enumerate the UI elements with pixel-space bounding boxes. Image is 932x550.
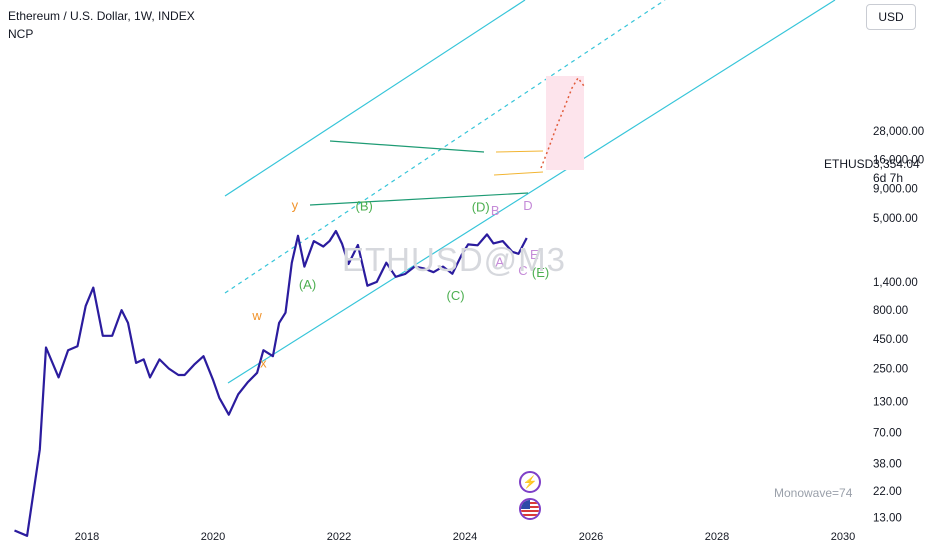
x-tick-label: 2028: [705, 531, 729, 543]
price-series-line: [14, 229, 528, 537]
wave-label-primary: (A): [299, 277, 316, 292]
wave-label-primary: (C): [447, 288, 465, 303]
channel-mid-line: [224, 0, 666, 294]
y-tick-label: 5,000.00: [873, 213, 918, 225]
target-zone: [540, 76, 585, 170]
triangle-upper-line: [329, 140, 485, 153]
wave-label-primary: (B): [356, 198, 373, 213]
symbol-label: ETHUSD: [824, 157, 874, 171]
time-axis: 2018 2020 2022 2024 2026 2028 2030: [75, 531, 855, 543]
wave-label-wxy: y: [292, 198, 299, 213]
wave-label-wxy: x: [260, 356, 267, 371]
y-tick-label: 130.00: [873, 396, 908, 408]
wave-label-secondary: E: [530, 247, 539, 262]
y-tick-label: 1,400.00: [873, 277, 918, 289]
x-tick-label: 2020: [201, 531, 225, 543]
wave-label-secondary: D: [523, 198, 532, 213]
y-tick-label: 13.00: [873, 512, 902, 524]
monowave-label: Monowave=74: [774, 486, 853, 500]
x-tick-label: 2026: [579, 531, 603, 543]
wave-label-primary: (D): [472, 199, 490, 214]
flash-icon[interactable]: ⚡: [519, 471, 541, 493]
currency-button[interactable]: USD: [866, 4, 916, 30]
last-price: 3,354.04: [873, 157, 920, 171]
trend-channel: [224, 0, 836, 384]
y-tick-label: 800.00: [873, 305, 908, 317]
price-axis: 28,000.00 16,000.00 9,000.00 5,000.00 1,400.…: [873, 126, 924, 524]
wave-label-wxy: w: [251, 308, 262, 323]
chart-subtitle: NCP: [8, 27, 34, 41]
price-line-layer: [14, 229, 528, 537]
y-tick-label: 38.00: [873, 458, 902, 470]
wave-label-secondary: C: [518, 263, 527, 278]
chart-title: Ethereum / U.S. Dollar, 1W, INDEX: [8, 9, 195, 23]
symbol-watermark: ETHUSD@M3: [342, 241, 567, 278]
x-tick-label: 2018: [75, 531, 99, 543]
y-tick-label: 70.00: [873, 428, 902, 440]
last-price-box: 3,354.04 6d 7h: [873, 157, 920, 185]
inner-upper-line: [495, 150, 544, 153]
channel-upper-line: [224, 0, 526, 197]
y-tick-label: 450.00: [873, 334, 908, 346]
wave-annotations: (A) (B) (C) (D) (E) A B C D Ey w x: [251, 198, 549, 371]
y-tick-label: 28,000.00: [873, 126, 924, 138]
target-box: [546, 76, 584, 170]
us-flag-icon[interactable]: [519, 498, 541, 520]
x-tick-label: 2022: [327, 531, 351, 543]
triangle-lower-line: [309, 192, 529, 206]
wave-label-secondary: A: [495, 255, 504, 270]
y-tick-label: 250.00: [873, 364, 908, 376]
wave-label-primary: (E): [532, 265, 549, 280]
channel-lower-line: [227, 0, 836, 384]
y-tick-label: 9,000.00: [873, 183, 918, 195]
y-tick-label: 16,000.00: [873, 154, 924, 166]
y-tick-label: 22.00: [873, 486, 902, 498]
wave-label-secondary: B: [491, 203, 500, 218]
inner-lower-line: [493, 171, 544, 176]
bar-countdown: 6d 7h: [873, 171, 904, 185]
x-tick-label: 2030: [831, 531, 855, 543]
projection-path: [540, 76, 585, 169]
x-tick-label: 2024: [453, 531, 477, 543]
